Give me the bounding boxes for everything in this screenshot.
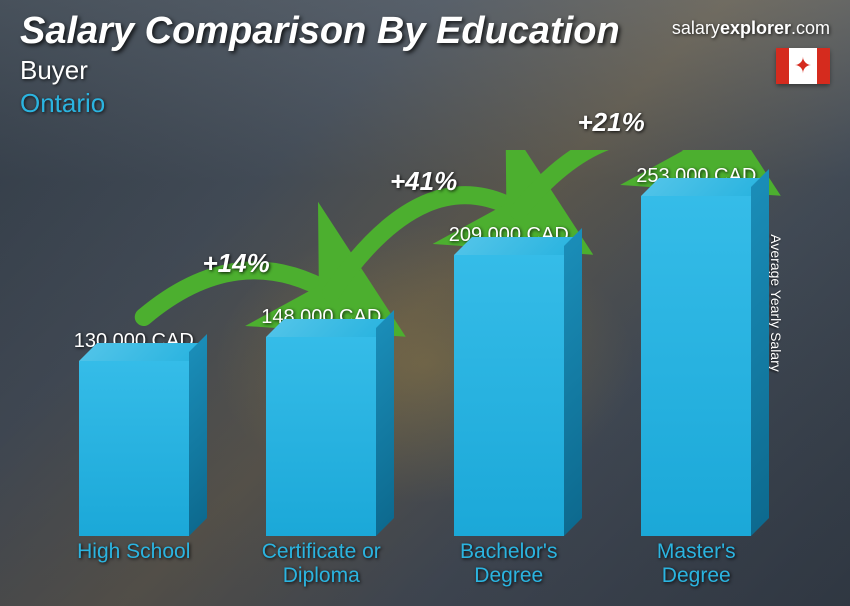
- increase-pct-label: +41%: [390, 166, 457, 197]
- brand-part1: salary: [672, 18, 720, 38]
- bars-container: 130,000 CAD148,000 CAD209,000 CAD253,000…: [40, 150, 790, 536]
- bar-top-face: [454, 237, 582, 255]
- bar-front-face: [79, 361, 189, 536]
- bar-group: 148,000 CAD: [228, 150, 416, 536]
- bar-side-face: [189, 334, 207, 536]
- flag-stripe-right: [817, 48, 830, 84]
- bar-top-face: [79, 343, 207, 361]
- flag-icon: ✦: [776, 48, 830, 84]
- bar-side-face: [376, 310, 394, 536]
- bar-front-face: [641, 196, 751, 536]
- bar: [79, 361, 189, 536]
- bar-group: 209,000 CAD: [415, 150, 603, 536]
- x-axis-label: High School: [40, 536, 228, 586]
- bar-group: 130,000 CAD: [40, 150, 228, 536]
- x-labels: High SchoolCertificate orDiplomaBachelor…: [40, 536, 790, 586]
- x-axis-label: Master'sDegree: [603, 536, 791, 586]
- bar-front-face: [454, 255, 564, 536]
- chart-subtitle: Buyer: [20, 55, 830, 86]
- x-axis-label: Bachelor'sDegree: [415, 536, 603, 586]
- brand-part2: explorer: [720, 18, 791, 38]
- chart-region: Ontario: [20, 88, 830, 119]
- x-axis-label: Certificate orDiploma: [228, 536, 416, 586]
- bar-side-face: [564, 228, 582, 536]
- bar-front-face: [266, 337, 376, 536]
- bar: [454, 255, 564, 536]
- flag-stripe-left: [776, 48, 789, 84]
- increase-pct-label: +14%: [203, 248, 270, 279]
- bar: [641, 196, 751, 536]
- bar-side-face: [751, 169, 769, 536]
- brand-part3: .com: [791, 18, 830, 38]
- flag-leaf-icon: ✦: [789, 48, 817, 84]
- bar: [266, 337, 376, 536]
- chart-area: 130,000 CAD148,000 CAD209,000 CAD253,000…: [40, 150, 790, 586]
- brand-logo: salaryexplorer.com: [672, 18, 830, 39]
- bar-group: 253,000 CAD: [603, 150, 791, 536]
- increase-pct-label: +21%: [578, 107, 645, 138]
